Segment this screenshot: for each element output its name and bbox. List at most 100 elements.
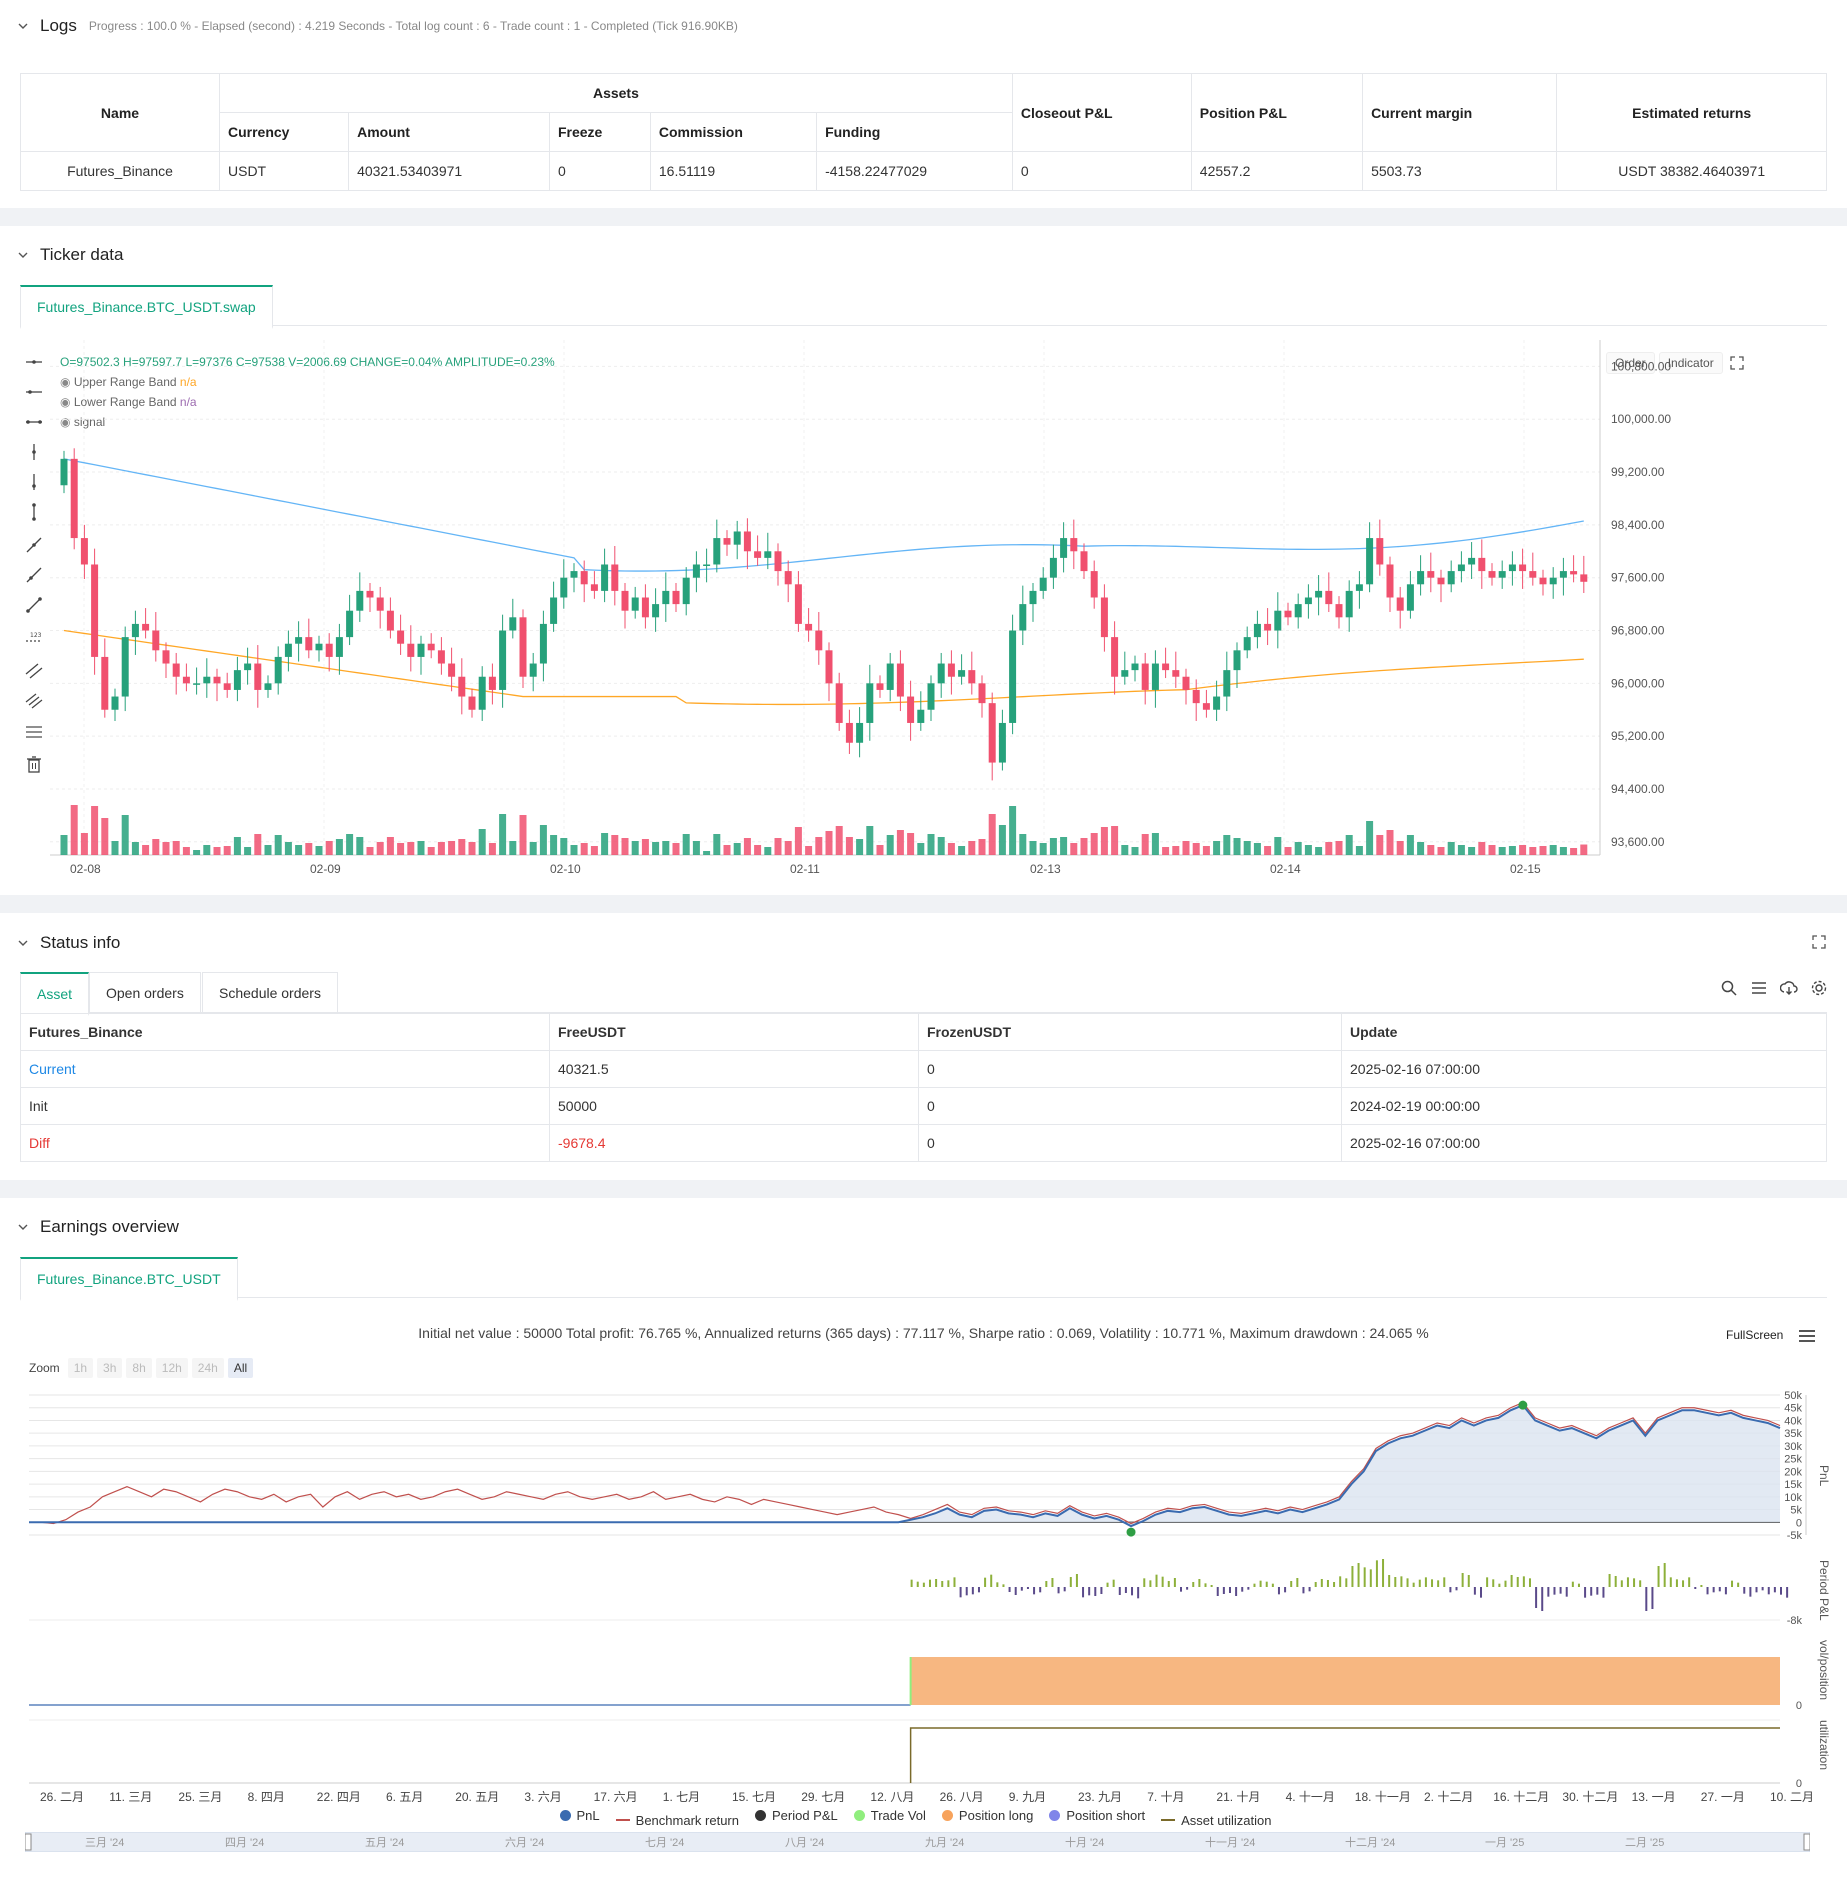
earnings-header[interactable]: Earnings overview xyxy=(18,1217,179,1237)
eye-icon[interactable]: ◉ xyxy=(60,395,71,409)
x-tick-label: 02-15 xyxy=(1510,862,1541,876)
signal-legend[interactable]: ◉ signal xyxy=(60,412,555,432)
navigator[interactable]: 三月 '24 四月 '24 五月 '24 六月 '24 七月 '24 八月 '24 九月 '… xyxy=(25,1832,1810,1852)
period-pnl-bar xyxy=(1547,1587,1550,1597)
zoom-all-button[interactable]: All xyxy=(227,1358,254,1378)
candle xyxy=(988,703,996,763)
fullscreen-icon[interactable] xyxy=(1727,353,1747,373)
period-pnl-bar xyxy=(953,1577,956,1587)
expand-icon[interactable] xyxy=(1811,934,1827,950)
list-icon[interactable] xyxy=(1750,979,1768,997)
period-pnl-bar xyxy=(1394,1577,1397,1587)
price-line-icon[interactable]: 123 xyxy=(24,628,44,648)
eye-icon[interactable]: ◉ xyxy=(60,375,71,389)
candle xyxy=(692,564,700,578)
zoom-12h-button[interactable]: 12h xyxy=(155,1358,188,1378)
candlestick-chart[interactable]: 100,800.00 100,000.00 99,200.00 98,400.00 97… xyxy=(50,340,1750,880)
ray-line-icon[interactable] xyxy=(24,565,44,585)
eye-icon[interactable]: ◉ xyxy=(60,415,71,429)
volume-bar xyxy=(692,841,700,855)
zoom-3h-button[interactable]: 3h xyxy=(97,1358,123,1378)
period-pnl-bar xyxy=(1486,1577,1489,1587)
candle xyxy=(448,663,456,677)
cell: -9678.4 xyxy=(549,1124,919,1162)
period-pnl-bar xyxy=(1088,1587,1091,1596)
cloud-download-icon[interactable] xyxy=(1780,979,1798,997)
trend-line-icon[interactable] xyxy=(24,535,44,555)
tab-open-orders[interactable]: Open orders xyxy=(89,972,201,1013)
ticker-header[interactable]: Ticker data xyxy=(18,245,123,265)
legend-item[interactable]: Position short xyxy=(1049,1808,1145,1823)
pane-label-vol: vol/position xyxy=(1817,1640,1831,1700)
legend-item[interactable]: Asset utilization xyxy=(1161,1813,1271,1828)
volume-bar xyxy=(60,835,68,855)
search-icon[interactable] xyxy=(1720,979,1738,997)
tab-ticker-symbol[interactable]: Futures_Binance.BTC_USDT.swap xyxy=(20,285,273,329)
candle xyxy=(193,683,201,685)
col-exchange: Futures_Binance xyxy=(20,1013,550,1051)
parallel-channel-icon[interactable] xyxy=(24,660,44,680)
period-pnl-bar xyxy=(996,1582,999,1587)
chart-actions: Order Indicator xyxy=(1606,352,1747,374)
gear-icon[interactable] xyxy=(1810,979,1828,997)
tab-asset[interactable]: Asset xyxy=(20,972,90,1016)
volume-bar xyxy=(1131,847,1139,855)
legend-item[interactable]: Position long xyxy=(941,1808,1033,1823)
candle xyxy=(233,670,241,690)
period-pnl-bar xyxy=(1008,1587,1011,1592)
indicator-button[interactable]: Indicator xyxy=(1658,352,1723,374)
earnings-chart[interactable]: 50k45k40k35k30k25k20k15k10k5k0-5kPnL-8kP… xyxy=(0,1385,1847,1805)
legend-item[interactable]: Trade Vol xyxy=(853,1808,926,1823)
volume-bar xyxy=(1243,841,1251,855)
candle xyxy=(70,458,78,539)
legend-item[interactable]: Benchmark return xyxy=(615,1813,739,1828)
navigator-handle-right xyxy=(1803,1833,1810,1851)
legend-item[interactable]: Period P&L xyxy=(754,1808,838,1823)
period-pnl-bar xyxy=(1498,1583,1501,1587)
horizontal-ray-icon[interactable] xyxy=(24,382,44,402)
status-header[interactable]: Status info xyxy=(18,933,120,953)
zoom-24h-button[interactable]: 24h xyxy=(191,1358,224,1378)
segment-icon[interactable] xyxy=(24,595,44,615)
horizontal-line-icon[interactable] xyxy=(24,352,44,372)
trash-icon[interactable] xyxy=(24,754,44,774)
period-pnl-bar xyxy=(1106,1582,1109,1587)
price-channel-icon[interactable] xyxy=(24,722,44,742)
vertical-segment-icon[interactable] xyxy=(24,502,44,522)
legend-item[interactable]: PnL xyxy=(559,1808,600,1823)
horizontal-segment-icon[interactable] xyxy=(24,412,44,432)
period-pnl-bar xyxy=(1094,1587,1097,1596)
x-tick-label: 20. 五月 xyxy=(455,1790,499,1804)
tab-earnings-symbol[interactable]: Futures_Binance.BTC_USDT xyxy=(20,1257,238,1301)
candle xyxy=(764,551,772,558)
volume-bar xyxy=(142,845,150,855)
vertical-line-icon[interactable] xyxy=(24,442,44,462)
volume-bar xyxy=(1315,847,1323,855)
logs-header[interactable]: Logs Progress : 100.0 % - Elapsed (secon… xyxy=(18,16,738,36)
candle xyxy=(162,650,170,664)
volume-bar xyxy=(968,841,976,855)
menu-icon[interactable] xyxy=(1798,1328,1816,1344)
period-pnl-bar xyxy=(1333,1582,1336,1587)
fibonacci-icon[interactable] xyxy=(24,690,44,710)
volume-bar xyxy=(529,842,537,855)
period-pnl-bar xyxy=(1602,1587,1605,1598)
period-pnl-bar xyxy=(1443,1577,1446,1587)
zoom-1h-button[interactable]: 1h xyxy=(67,1358,94,1378)
status-title: Status info xyxy=(40,933,121,952)
period-pnl-bar xyxy=(1192,1582,1195,1587)
col-update: Update xyxy=(1341,1013,1827,1051)
zoom-8h-button[interactable]: 8h xyxy=(126,1358,152,1378)
volume-bar xyxy=(662,841,670,855)
period-pnl-bar xyxy=(1559,1587,1562,1594)
upper-band-legend[interactable]: ◉ Upper Range Band n/a xyxy=(60,372,555,392)
tab-schedule-orders[interactable]: Schedule orders xyxy=(202,972,338,1013)
volume-bar xyxy=(1100,827,1108,855)
fullscreen-button[interactable]: FullScreen xyxy=(1726,1328,1784,1342)
candle xyxy=(560,577,568,598)
lower-band-legend[interactable]: ◉ Lower Range Band n/a xyxy=(60,392,555,412)
order-button[interactable]: Order xyxy=(1606,352,1655,374)
y-tick-label: 93,600.00 xyxy=(1611,835,1665,849)
row-label-current[interactable]: Current xyxy=(20,1050,550,1088)
vertical-ray-icon[interactable] xyxy=(24,472,44,492)
